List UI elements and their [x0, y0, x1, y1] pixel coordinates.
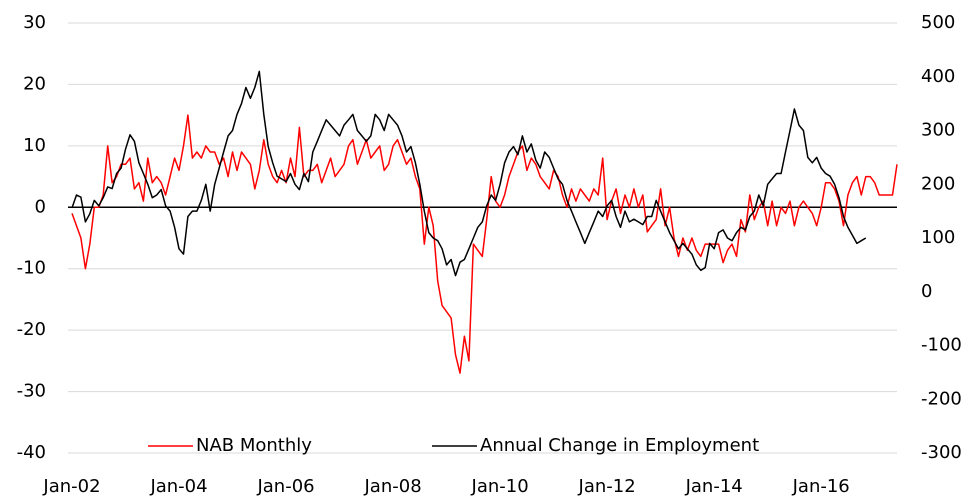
legend-label: Annual Change in Employment: [480, 435, 759, 456]
y2-tick-label: 200: [921, 173, 955, 194]
y-tick-label: 20: [23, 73, 46, 94]
y-tick-label: 0: [35, 196, 46, 217]
y-tick-label: -20: [17, 319, 46, 340]
x-tick-label: Jan-04: [149, 476, 207, 497]
x-tick-label: Jan-12: [578, 476, 636, 497]
x-tick-label: Jan-02: [42, 476, 100, 497]
y-tick-label: 10: [23, 135, 46, 156]
x-tick-label: Jan-10: [471, 476, 529, 497]
y2-tick-label: 500: [921, 12, 955, 33]
y2-tick-label: -100: [921, 335, 962, 356]
y-tick-label: -40: [17, 442, 46, 463]
y2-tick-label: 100: [921, 227, 955, 248]
y2-tick-label: -200: [921, 388, 962, 409]
series-line: [71, 70, 867, 277]
legend-label: NAB Monthly: [196, 435, 312, 456]
x-tick-label: Jan-08: [364, 476, 422, 497]
y-tick-label: -30: [17, 381, 46, 402]
x-tick-label: Jan-16: [792, 476, 850, 497]
y2-tick-label: 300: [921, 120, 955, 141]
y-tick-label: -10: [17, 258, 46, 279]
y2-tick-label: -300: [921, 442, 962, 463]
x-tick-label: Jan-06: [256, 476, 314, 497]
series-line: [71, 114, 898, 374]
y2-tick-label: 0: [921, 281, 932, 302]
x-tick-label: Jan-14: [685, 476, 743, 497]
y2-tick-label: 400: [921, 66, 955, 87]
y-tick-label: 30: [23, 12, 46, 33]
